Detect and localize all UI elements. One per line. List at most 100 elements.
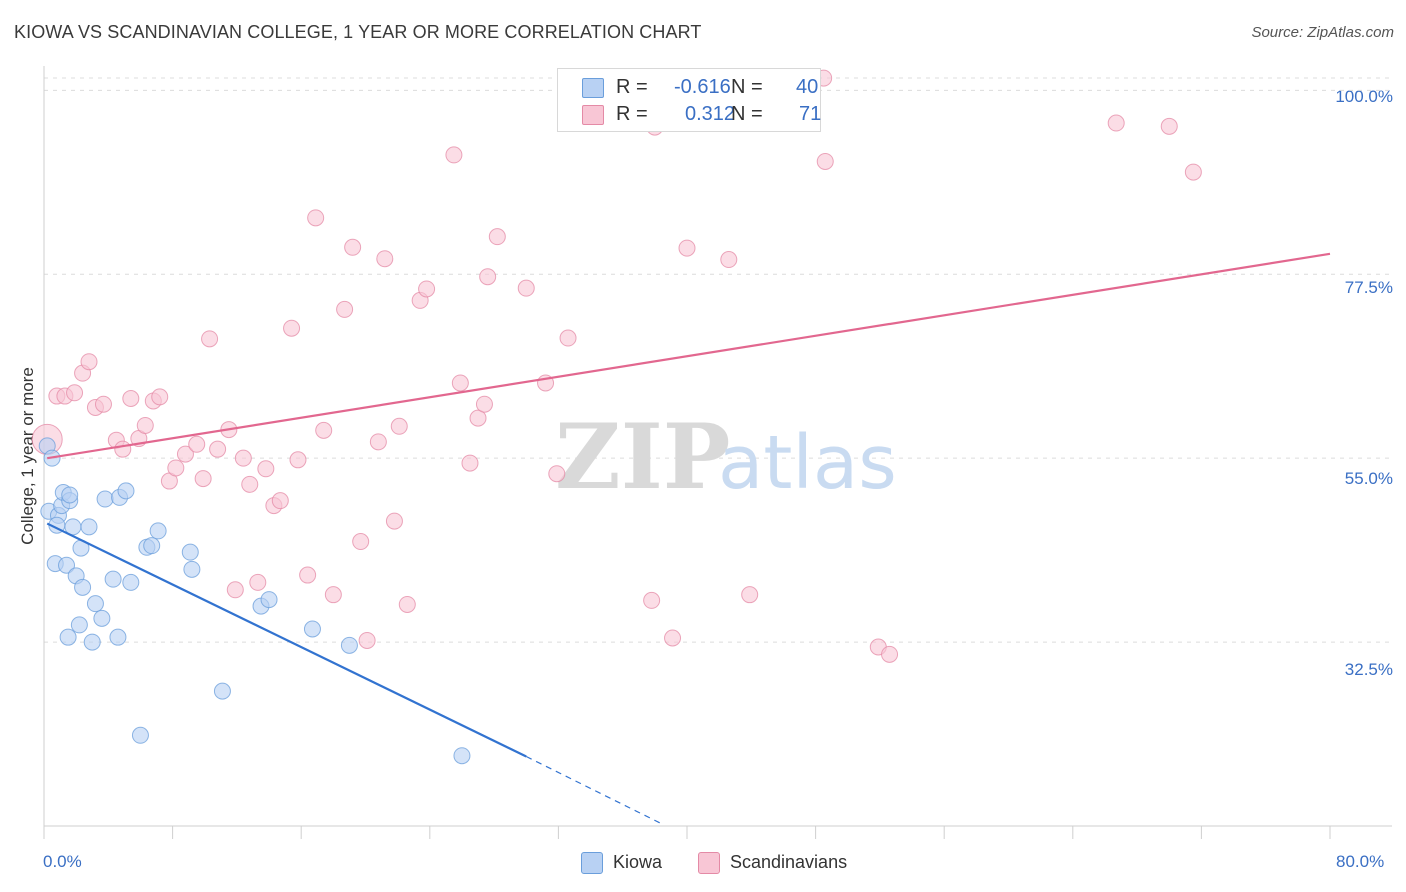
scandinavians-r-value: 0.312 — [685, 103, 736, 125]
scandinavians-point-10 — [122, 390, 140, 408]
scandinavians-point-26 — [249, 573, 267, 591]
kiowa-point-29 — [149, 522, 167, 540]
watermark-atlas: atlas — [718, 420, 897, 506]
kiowa-point-23 — [122, 573, 140, 591]
y-tick-label-100: 100.0% — [1335, 87, 1393, 106]
scandinavians-point-23 — [226, 581, 244, 599]
scandinavians-point-67 — [881, 645, 899, 663]
kiowa-point-8 — [61, 486, 79, 504]
scandinavians-point-34 — [315, 421, 333, 439]
trend-lines — [46, 252, 1331, 825]
kiowa-point-16 — [86, 595, 104, 613]
legend-n-label: N = — [731, 103, 763, 125]
kiowa-point-13 — [58, 556, 76, 574]
scandinavians-point-60 — [664, 629, 682, 647]
scandinavians-point-7 — [94, 395, 112, 413]
kiowa-point-33 — [260, 591, 278, 609]
kiowa-point-26 — [117, 482, 135, 500]
scandinavians-point-43 — [390, 417, 408, 435]
kiowa-r-value: -0.616 — [674, 76, 731, 98]
kiowa-point-30 — [181, 543, 199, 561]
kiowa-point-20 — [83, 633, 101, 651]
scandinavians-point-16 — [167, 459, 185, 477]
kiowa-point-21 — [109, 628, 127, 646]
kiowa-point-28 — [143, 537, 161, 555]
source-credit: Source: ZipAtlas.com — [1251, 24, 1394, 41]
scandinavians-point-50 — [469, 409, 487, 427]
scandinavians-trend-line — [47, 252, 1331, 460]
scandinavians-points — [31, 69, 1202, 663]
scandinavians-point-25 — [241, 475, 259, 493]
scandinavians-point-24 — [234, 449, 252, 467]
kiowa-trend-extension — [525, 755, 664, 825]
scandinavians-point-59 — [643, 591, 661, 609]
scandinavians-point-5 — [80, 353, 98, 371]
watermark: ZIP atlas — [555, 404, 897, 510]
kiowa-point-15 — [74, 578, 92, 596]
scandinavians-point-51 — [475, 395, 493, 413]
kiowa-point-34 — [303, 620, 321, 638]
kiowa-legend-swatch — [581, 852, 603, 874]
kiowa-point-24 — [96, 490, 114, 508]
y-tick-label-55: 55.0% — [1344, 469, 1393, 488]
legend-r-label: R = — [616, 76, 648, 98]
scandinavians-point-14 — [151, 388, 169, 406]
kiowa-point-17 — [93, 609, 111, 627]
chart-title: KIOWA VS SCANDINAVIAN COLLEGE, 1 YEAR OR… — [14, 22, 702, 42]
kiowa-point-35 — [340, 636, 358, 654]
scandinavians-point-40 — [369, 433, 387, 451]
scandinavians-point-27 — [257, 460, 275, 478]
scandinavians-legend-swatch — [698, 852, 720, 874]
scandinavians-point-30 — [283, 319, 301, 337]
scandinavians-point-41 — [376, 250, 394, 268]
scandinavians-point-54 — [517, 279, 535, 297]
kiowa-point-31 — [183, 560, 201, 578]
kiowa-legend-label: Kiowa — [613, 852, 663, 872]
scandinavians-point-57 — [559, 329, 577, 347]
scandinavians-point-3 — [66, 384, 84, 402]
scandinavians-point-49 — [461, 454, 479, 472]
scandinavians-point-31 — [289, 451, 307, 469]
scandinavians-point-68 — [1107, 114, 1125, 132]
x-tick-label-max: 80.0% — [1336, 852, 1385, 871]
scandinavians-point-18 — [188, 435, 206, 453]
scandinavians-n-value: 71 — [799, 103, 822, 125]
scandinavians-point-48 — [451, 374, 469, 392]
kiowa-point-22 — [104, 570, 122, 588]
kiowa-trend-line — [46, 522, 527, 758]
scandinavians-point-9 — [114, 440, 132, 458]
y-tick-label-77-5: 77.5% — [1344, 278, 1393, 297]
scandinavians-point-53 — [488, 228, 506, 246]
scandinavians-point-56 — [548, 465, 566, 483]
watermark-zip: ZIP — [555, 404, 730, 510]
scandinavians-point-39 — [358, 631, 376, 649]
scandinavians-point-29 — [271, 492, 289, 510]
correlation-legend: R = -0.616 N = 40 R = 0.312 N = 71 — [557, 68, 821, 132]
scandinavians-point-46 — [418, 280, 436, 298]
scandinavians-point-36 — [336, 300, 354, 318]
kiowa-point-36 — [213, 682, 231, 700]
scandinavians-point-17 — [176, 445, 194, 463]
legend-n-label: N = — [731, 76, 763, 98]
scandinavians-point-19 — [194, 470, 212, 488]
scandinavians-point-69 — [1160, 117, 1178, 135]
kiowa-point-38 — [453, 747, 471, 765]
grid-lines — [44, 77, 1392, 643]
scandinavians-point-65 — [816, 152, 834, 170]
scandinavians-point-47 — [445, 146, 463, 164]
scandinavians-point-52 — [479, 268, 497, 286]
kiowa-n-value: 40 — [796, 76, 819, 98]
scandinavians-point-70 — [1184, 163, 1202, 181]
scandinavians-point-61 — [678, 239, 696, 257]
scandinavians-point-38 — [352, 533, 370, 551]
scandinavians-point-12 — [136, 416, 154, 434]
scandinavians-point-37 — [344, 238, 362, 256]
y-tick-label-32-5: 32.5% — [1344, 660, 1393, 679]
scandinavians-point-35 — [324, 586, 342, 604]
scandinavians-point-20 — [201, 330, 219, 348]
x-tick-label-min: 0.0% — [43, 852, 82, 871]
kiowa-point-10 — [80, 518, 98, 536]
scandinavians-point-42 — [385, 512, 403, 530]
scandinavians-legend-label: Scandinavians — [730, 852, 848, 872]
